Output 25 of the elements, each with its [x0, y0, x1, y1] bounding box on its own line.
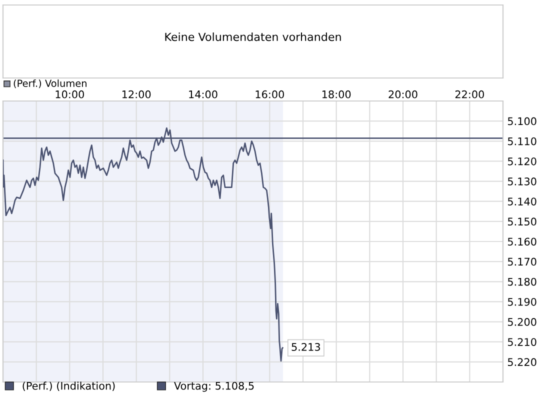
y-tick-label: 5.110	[508, 137, 536, 146]
y-tick-label: 5.160	[508, 238, 536, 246]
y-tick-label: 5.120	[508, 157, 536, 166]
y-tick-label: 5.210	[508, 338, 536, 346]
x-tick-label: 10:00	[56, 90, 84, 98]
y-tick-label: 5.200	[508, 318, 536, 326]
y-tick-label: 5.130	[508, 178, 536, 186]
x-tick-label: 16:00	[256, 90, 284, 98]
legend-label: (Perf.) (Indikation)	[22, 382, 115, 391]
x-tick-label: 14:00	[189, 90, 218, 98]
annotation: 5.213	[292, 343, 320, 351]
y-tick-label: 5.180	[508, 278, 536, 286]
x-tick-label: 18:00	[322, 90, 351, 98]
x-tick-label: 20:00	[388, 90, 418, 98]
y-tick-label: 5.220	[508, 358, 536, 366]
y-tick-label: 5.140	[508, 198, 536, 206]
text: Keine Volumendaten vorhanden	[165, 32, 341, 42]
y-tick-label: 5.100	[508, 117, 536, 126]
y-tick-label: 5.170	[508, 258, 536, 266]
text: (Perf.) Volumen	[14, 79, 86, 88]
x-tick-label: 12:00	[122, 90, 151, 98]
legend-label: Vortag: 5.108,5	[174, 382, 254, 392]
y-tick-label: 5.190	[508, 298, 536, 306]
y-tick-label: 5.150	[508, 218, 536, 226]
x-tick-label: 22:00	[455, 90, 484, 98]
